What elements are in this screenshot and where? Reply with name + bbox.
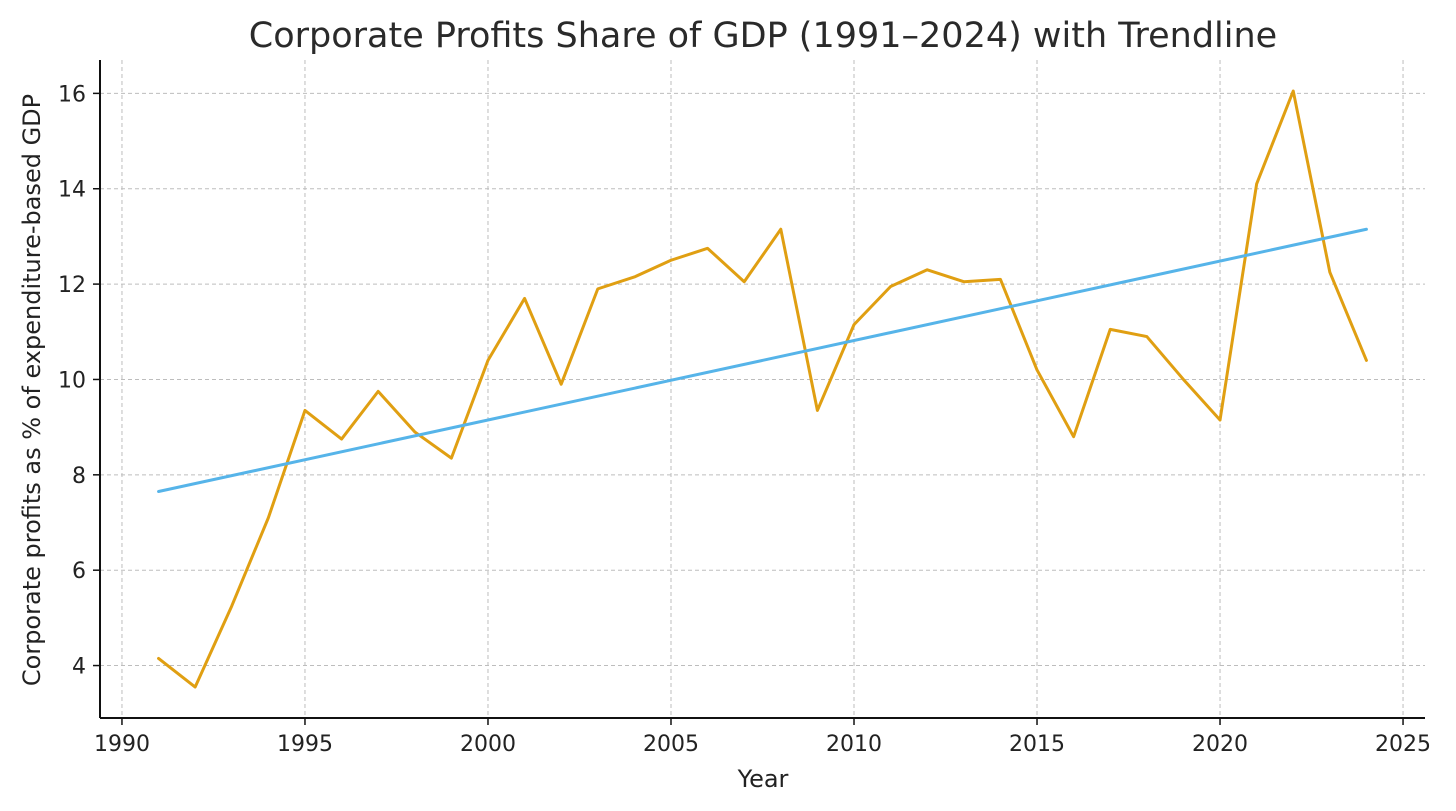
grid <box>100 60 1425 718</box>
x-tick-label: 2015 <box>1009 732 1065 757</box>
profits-share-line <box>157 89 1368 689</box>
x-axis-title: Year <box>737 765 789 793</box>
x-tick-label: 2020 <box>1192 732 1248 757</box>
x-tick-label: 2025 <box>1375 732 1431 757</box>
y-tick-label: 12 <box>58 273 86 298</box>
y-tick-label: 14 <box>58 178 86 203</box>
y-tick-label: 6 <box>72 559 86 584</box>
x-tick-label: 2010 <box>826 732 882 757</box>
x-tick-label: 2005 <box>643 732 699 757</box>
x-tick-label: 1990 <box>94 732 150 757</box>
y-axis-title: Corporate profits as % of expenditure-ba… <box>18 94 46 686</box>
ticks: 1990 1995 2000 2005 2010 2015 2020 2025 4 6 8 10 12 1… <box>58 82 1431 757</box>
chart-title: Corporate Profits Share of GDP (1991–202… <box>249 16 1277 56</box>
y-tick-label: 10 <box>58 368 86 393</box>
y-tick-label: 8 <box>72 464 86 489</box>
x-tick-label: 2000 <box>460 732 516 757</box>
series-layer <box>157 89 1368 689</box>
y-tick-label: 16 <box>58 82 86 107</box>
trendline <box>157 227 1368 494</box>
x-tick-label: 1995 <box>277 732 333 757</box>
axes <box>99 60 1425 719</box>
y-tick-label: 4 <box>72 655 86 680</box>
